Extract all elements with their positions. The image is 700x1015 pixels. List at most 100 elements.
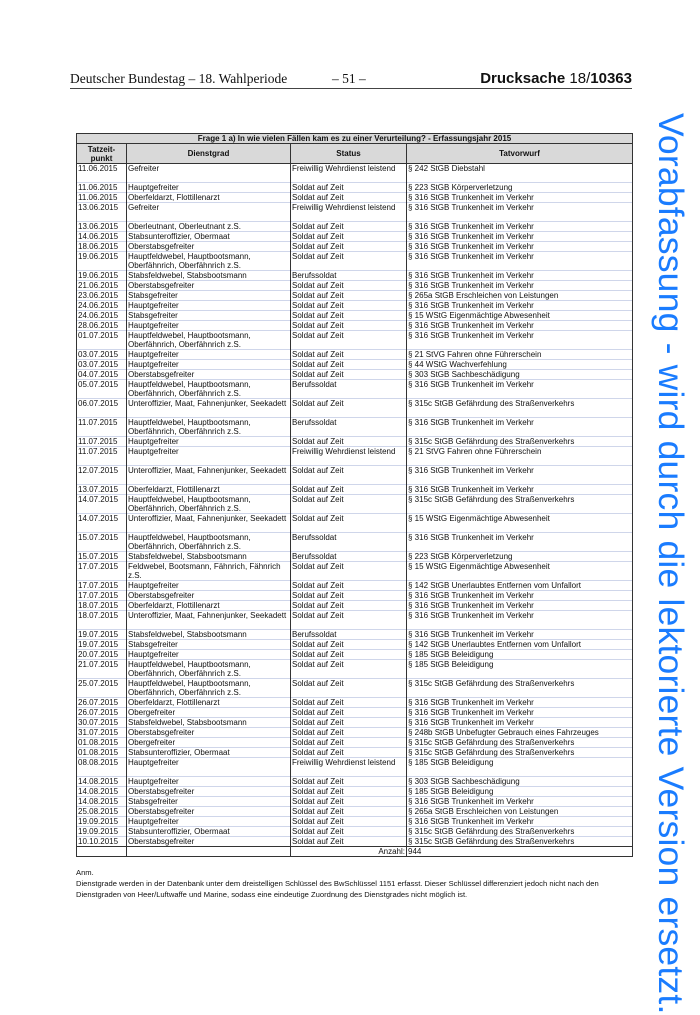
cell-dienstgrad: Hauptgefreiter [126,436,291,447]
cell-tatvorwurf: § 316 StGB Trunkenheit im Verkehr [405,221,634,232]
cell-status: Soldat auf Zeit [290,806,407,817]
total-value: 944 [405,846,634,857]
cell-dienstgrad: Stabsunteroffizier, Obermaat [126,826,291,837]
table-row: 03.07.2015 Hauptgefreiter Soldat auf Zeit §… [76,349,634,360]
table-row: 18.07.2015 Oberfeldarzt, Flottillenarzt So… [76,600,634,611]
table-row: 05.07.2015 Hauptfeldwebel, Hauptbootsmann… [76,379,634,399]
cell-tatvorwurf: § 303 StGB Sachbeschädigung [405,369,634,380]
cell-status: Berufssoldat [290,270,407,281]
table-row: 17.07.2015 Hauptgefreiter Soldat auf Zeit §… [76,580,634,591]
cell-dienstgrad: Oberstabsgefreiter [126,369,291,380]
cell-date: 03.07.2015 [76,349,127,360]
cell-status: Soldat auf Zeit [290,600,407,611]
total-row: Anzahl: 944 [76,846,634,857]
cell-status: Soldat auf Zeit [290,737,407,748]
cell-dienstgrad: Oberfeldarzt, Flottillenarzt [126,484,291,495]
table-row: 15.07.2015 Stabsfeldwebel, Stabsbootsmann… [76,551,634,562]
column-header-tatzeitpunkt: Tatzeit- punkt [76,143,127,164]
table-row: 17.07.2015 Feldwebel, Bootsmann, Fähnrich… [76,561,634,581]
table-row: 13.07.2015 Oberfeldarzt, Flottillenarzt So… [76,484,634,495]
cell-date: 01.08.2015 [76,747,127,758]
cell-dienstgrad: Hauptgefreiter [126,349,291,360]
table-row: 30.07.2015 Stabsfeldwebel, Stabsbootsmann… [76,717,634,728]
cell-tatvorwurf: § 265a StGB Erschleichen von Leistungen [405,290,634,301]
cell-status: Soldat auf Zeit [290,436,407,447]
cell-date: 18.06.2015 [76,241,127,252]
cell-tatvorwurf: § 316 StGB Trunkenheit im Verkehr [405,270,634,281]
cell-status: Soldat auf Zeit [290,826,407,837]
cell-date: 19.06.2015 [76,270,127,281]
table-title: Frage 1 a) In wie vielen Fällen kam es z… [75,133,634,144]
cell-tatvorwurf: § 316 StGB Trunkenheit im Verkehr [405,532,634,552]
table-row: 21.07.2015 Hauptfeldwebel, Hauptbootsmann… [76,659,634,679]
cell-status: Soldat auf Zeit [290,816,407,827]
table-row: 26.07.2015 Oberfeldarzt, Flottillenarzt So… [76,697,634,708]
total-label: Anzahl: [290,846,407,857]
cell-tatvorwurf: § 315c StGB Gefährdung des Straßenverkeh… [405,398,634,418]
cell-tatvorwurf: § 315c StGB Gefährdung des Straßenverkeh… [405,436,634,447]
cell-status: Freiwillig Wehrdienst leistend [290,446,407,466]
cell-date: 26.07.2015 [76,697,127,708]
cell-dienstgrad: Stabsgefreiter [126,290,291,301]
cell-status: Soldat auf Zeit [290,330,407,350]
verurteilungen-table: Frage 1 a) In wie vielen Fällen kam es z… [75,133,634,857]
cell-tatvorwurf: § 316 StGB Trunkenheit im Verkehr [405,192,634,203]
table-row: 11.07.2015 Hauptfeldwebel, Hauptbootsmann… [76,417,634,437]
cell-dienstgrad: Oberfeldarzt, Flottillenarzt [126,192,291,203]
cell-date: 30.07.2015 [76,717,127,728]
cell-dienstgrad: Hauptgefreiter [126,182,291,193]
table-row: 13.06.2015 Oberleutnant, Oberleutnant z.S… [76,221,634,232]
cell-tatvorwurf: § 316 StGB Trunkenheit im Verkehr [405,417,634,437]
cell-date: 14.06.2015 [76,231,127,242]
cell-status: Soldat auf Zeit [290,717,407,728]
cell-tatvorwurf: § 303 StGB Sachbeschädigung [405,776,634,787]
cell-date: 01.07.2015 [76,330,127,350]
cell-tatvorwurf: § 316 StGB Trunkenheit im Verkehr [405,300,634,311]
cell-status: Berufssoldat [290,417,407,437]
cell-status: Soldat auf Zeit [290,310,407,321]
cell-tatvorwurf: § 315c StGB Gefährdung des Straßenverkeh… [405,836,634,847]
cell-tatvorwurf: § 15 WStG Eigenmächtige Abwesenheit [405,310,634,321]
cell-dienstgrad: Obergefreiter [126,737,291,748]
cell-dienstgrad: Stabsfeldwebel, Stabsbootsmann [126,270,291,281]
table-row: 19.09.2015 Hauptgefreiter Soldat auf Zeit §… [76,816,634,827]
cell-tatvorwurf: § 185 StGB Beleidigung [405,786,634,797]
cell-status: Soldat auf Zeit [290,221,407,232]
cell-tatvorwurf: § 316 StGB Trunkenheit im Verkehr [405,610,634,630]
table-row: 11.07.2015 Hauptgefreiter Freiwillig Wehrd… [76,446,634,466]
cell-dienstgrad: Stabsgefreiter [126,639,291,650]
cell-dienstgrad: Unteroffizier, Maat, Fahnenjunker, Seeka… [126,513,291,533]
table-row: 11.06.2015 Oberfeldarzt, Flottillenarzt So… [76,192,634,203]
cell-dienstgrad: Hauptfeldwebel, Hauptbootsmann, Oberfähn… [126,678,291,698]
table-row: 14.06.2015 Stabsunteroffizier, Obermaat So… [76,231,634,242]
cell-status: Berufssoldat [290,532,407,552]
document-number: Drucksache 18/10363 [480,70,632,87]
cell-date: 19.06.2015 [76,251,127,271]
cell-status: Soldat auf Zeit [290,649,407,660]
table-row: 19.09.2015 Stabsunteroffizier, Obermaat So… [76,826,634,837]
cell-dienstgrad: Stabsunteroffizier, Obermaat [126,747,291,758]
cell-date: 26.07.2015 [76,707,127,718]
cell-date: 06.07.2015 [76,398,127,418]
cell-status: Soldat auf Zeit [290,369,407,380]
table-row: 14.08.2015 Stabsgefreiter Soldat auf Zeit §… [76,796,634,807]
cell-date: 03.07.2015 [76,359,127,370]
cell-dienstgrad: Oberfeldarzt, Flottillenarzt [126,697,291,708]
cell-dienstgrad: Hauptfeldwebel, Hauptbootsmann, Oberfähn… [126,330,291,350]
cell-status: Soldat auf Zeit [290,747,407,758]
cell-tatvorwurf: § 316 StGB Trunkenheit im Verkehr [405,600,634,611]
table-row: 10.10.2015 Oberstabsgefreiter Soldat auf Z… [76,836,634,847]
cell-tatvorwurf: § 15 WStG Eigenmächtige Abwesenheit [405,513,634,533]
cell-status: Soldat auf Zeit [290,300,407,311]
cell-tatvorwurf: § 185 StGB Beleidigung [405,757,634,777]
cell-status: Soldat auf Zeit [290,678,407,698]
cell-status: Soldat auf Zeit [290,707,407,718]
cell-dienstgrad: Feldwebel, Bootsmann, Fähnrich, Fähnrich… [126,561,291,581]
cell-date: 25.07.2015 [76,678,127,698]
table-row: 31.07.2015 Oberstabsgefreiter Soldat auf Z… [76,727,634,738]
cell-date: 11.07.2015 [76,446,127,466]
column-header-dienstgrad: Dienstgrad [126,143,291,164]
cell-dienstgrad: Hauptgefreiter [126,649,291,660]
cell-date: 31.07.2015 [76,727,127,738]
cell-tatvorwurf: § 316 StGB Trunkenheit im Verkehr [405,484,634,495]
